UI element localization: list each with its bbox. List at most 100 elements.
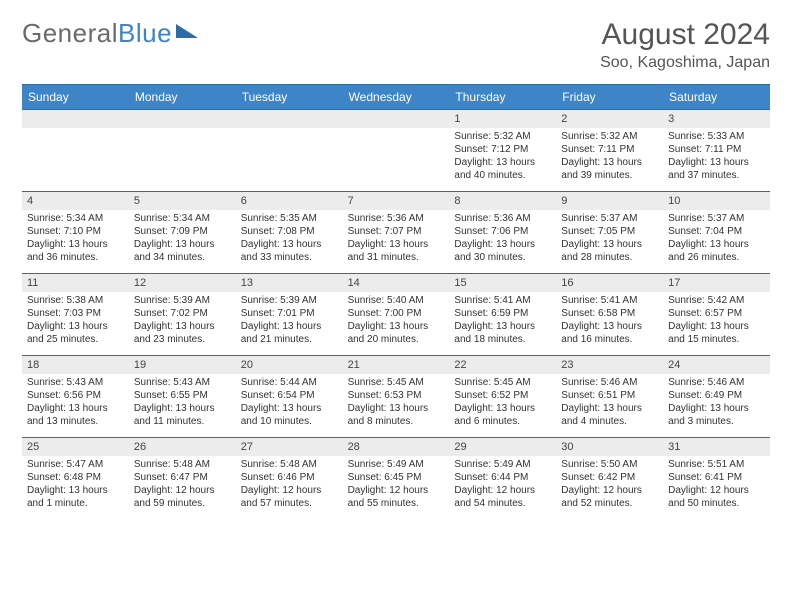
- day-body: Sunrise: 5:44 AMSunset: 6:54 PMDaylight:…: [236, 374, 343, 432]
- day-body: Sunrise: 5:45 AMSunset: 6:52 PMDaylight:…: [449, 374, 556, 432]
- daylight-line: Daylight: 13 hours and 6 minutes.: [454, 402, 551, 428]
- empty-cell: [236, 109, 343, 191]
- day-cell: 30Sunrise: 5:50 AMSunset: 6:42 PMDayligh…: [556, 437, 663, 519]
- weekday-header: Friday: [556, 85, 663, 109]
- day-body: Sunrise: 5:48 AMSunset: 6:46 PMDaylight:…: [236, 456, 343, 514]
- sunset-line: Sunset: 7:07 PM: [348, 225, 445, 238]
- day-body: Sunrise: 5:32 AMSunset: 7:11 PMDaylight:…: [556, 128, 663, 186]
- day-body: Sunrise: 5:32 AMSunset: 7:12 PMDaylight:…: [449, 128, 556, 186]
- sunset-line: Sunset: 7:01 PM: [241, 307, 338, 320]
- daylight-line: Daylight: 13 hours and 34 minutes.: [134, 238, 231, 264]
- day-number: 8: [449, 192, 556, 210]
- day-number: 23: [556, 356, 663, 374]
- day-cell: 31Sunrise: 5:51 AMSunset: 6:41 PMDayligh…: [663, 437, 770, 519]
- day-number: 21: [343, 356, 450, 374]
- day-body: Sunrise: 5:50 AMSunset: 6:42 PMDaylight:…: [556, 456, 663, 514]
- daylight-line: Daylight: 13 hours and 30 minutes.: [454, 238, 551, 264]
- sunset-line: Sunset: 6:52 PM: [454, 389, 551, 402]
- day-number: 15: [449, 274, 556, 292]
- weekday-header: Monday: [129, 85, 236, 109]
- day-body: Sunrise: 5:36 AMSunset: 7:07 PMDaylight:…: [343, 210, 450, 268]
- daylight-line: Daylight: 13 hours and 18 minutes.: [454, 320, 551, 346]
- daylight-line: Daylight: 13 hours and 23 minutes.: [134, 320, 231, 346]
- daylight-line: Daylight: 13 hours and 25 minutes.: [27, 320, 124, 346]
- sunset-line: Sunset: 6:47 PM: [134, 471, 231, 484]
- sunset-line: Sunset: 7:09 PM: [134, 225, 231, 238]
- daylight-line: Daylight: 13 hours and 8 minutes.: [348, 402, 445, 428]
- sunset-line: Sunset: 7:10 PM: [27, 225, 124, 238]
- sunset-line: Sunset: 6:45 PM: [348, 471, 445, 484]
- location-subtitle: Soo, Kagoshima, Japan: [600, 54, 770, 72]
- sunset-line: Sunset: 6:58 PM: [561, 307, 658, 320]
- sunrise-line: Sunrise: 5:45 AM: [348, 376, 445, 389]
- day-body: Sunrise: 5:36 AMSunset: 7:06 PMDaylight:…: [449, 210, 556, 268]
- daylight-line: Daylight: 12 hours and 54 minutes.: [454, 484, 551, 510]
- sunrise-line: Sunrise: 5:38 AM: [27, 294, 124, 307]
- day-cell: 27Sunrise: 5:48 AMSunset: 6:46 PMDayligh…: [236, 437, 343, 519]
- empty-cell: [22, 109, 129, 191]
- daylight-line: Daylight: 13 hours and 36 minutes.: [27, 238, 124, 264]
- daylight-line: Daylight: 13 hours and 26 minutes.: [668, 238, 765, 264]
- day-number: 24: [663, 356, 770, 374]
- day-body: Sunrise: 5:34 AMSunset: 7:10 PMDaylight:…: [22, 210, 129, 268]
- sunset-line: Sunset: 7:05 PM: [561, 225, 658, 238]
- day-number: 6: [236, 192, 343, 210]
- sunset-line: Sunset: 7:04 PM: [668, 225, 765, 238]
- day-number: [129, 110, 236, 128]
- day-cell: 16Sunrise: 5:41 AMSunset: 6:58 PMDayligh…: [556, 273, 663, 355]
- day-body: Sunrise: 5:49 AMSunset: 6:45 PMDaylight:…: [343, 456, 450, 514]
- day-body: Sunrise: 5:45 AMSunset: 6:53 PMDaylight:…: [343, 374, 450, 432]
- sunrise-line: Sunrise: 5:36 AM: [454, 212, 551, 225]
- day-cell: 15Sunrise: 5:41 AMSunset: 6:59 PMDayligh…: [449, 273, 556, 355]
- day-number: 12: [129, 274, 236, 292]
- daylight-line: Daylight: 12 hours and 52 minutes.: [561, 484, 658, 510]
- sunrise-line: Sunrise: 5:46 AM: [668, 376, 765, 389]
- day-number: 18: [22, 356, 129, 374]
- daylight-line: Daylight: 13 hours and 4 minutes.: [561, 402, 658, 428]
- sunrise-line: Sunrise: 5:51 AM: [668, 458, 765, 471]
- day-cell: 9Sunrise: 5:37 AMSunset: 7:05 PMDaylight…: [556, 191, 663, 273]
- daylight-line: Daylight: 12 hours and 57 minutes.: [241, 484, 338, 510]
- brand-part2: Blue: [118, 18, 172, 49]
- sunset-line: Sunset: 7:00 PM: [348, 307, 445, 320]
- day-body: Sunrise: 5:37 AMSunset: 7:04 PMDaylight:…: [663, 210, 770, 268]
- sunrise-line: Sunrise: 5:41 AM: [561, 294, 658, 307]
- daylight-line: Daylight: 13 hours and 28 minutes.: [561, 238, 658, 264]
- day-cell: 18Sunrise: 5:43 AMSunset: 6:56 PMDayligh…: [22, 355, 129, 437]
- sunset-line: Sunset: 6:49 PM: [668, 389, 765, 402]
- sunrise-line: Sunrise: 5:36 AM: [348, 212, 445, 225]
- day-cell: 29Sunrise: 5:49 AMSunset: 6:44 PMDayligh…: [449, 437, 556, 519]
- sunset-line: Sunset: 7:02 PM: [134, 307, 231, 320]
- day-number: 9: [556, 192, 663, 210]
- daylight-line: Daylight: 13 hours and 21 minutes.: [241, 320, 338, 346]
- daylight-line: Daylight: 13 hours and 33 minutes.: [241, 238, 338, 264]
- day-number: [22, 110, 129, 128]
- day-body: Sunrise: 5:41 AMSunset: 6:59 PMDaylight:…: [449, 292, 556, 350]
- daylight-line: Daylight: 13 hours and 20 minutes.: [348, 320, 445, 346]
- day-number: 1: [449, 110, 556, 128]
- sunset-line: Sunset: 7:03 PM: [27, 307, 124, 320]
- day-body: Sunrise: 5:41 AMSunset: 6:58 PMDaylight:…: [556, 292, 663, 350]
- day-body: Sunrise: 5:47 AMSunset: 6:48 PMDaylight:…: [22, 456, 129, 514]
- daylight-line: Daylight: 13 hours and 3 minutes.: [668, 402, 765, 428]
- day-cell: 20Sunrise: 5:44 AMSunset: 6:54 PMDayligh…: [236, 355, 343, 437]
- sunrise-line: Sunrise: 5:33 AM: [668, 130, 765, 143]
- sunrise-line: Sunrise: 5:39 AM: [134, 294, 231, 307]
- title-block: August 2024 Soo, Kagoshima, Japan: [600, 18, 770, 72]
- sunset-line: Sunset: 7:06 PM: [454, 225, 551, 238]
- daylight-line: Daylight: 12 hours and 55 minutes.: [348, 484, 445, 510]
- day-number: 7: [343, 192, 450, 210]
- sunrise-line: Sunrise: 5:47 AM: [27, 458, 124, 471]
- sunrise-line: Sunrise: 5:40 AM: [348, 294, 445, 307]
- sunrise-line: Sunrise: 5:44 AM: [241, 376, 338, 389]
- day-number: 20: [236, 356, 343, 374]
- sunset-line: Sunset: 6:46 PM: [241, 471, 338, 484]
- page-header: GeneralBlue August 2024 Soo, Kagoshima, …: [22, 18, 770, 72]
- day-number: 27: [236, 438, 343, 456]
- weekday-header: Wednesday: [343, 85, 450, 109]
- day-cell: 2Sunrise: 5:32 AMSunset: 7:11 PMDaylight…: [556, 109, 663, 191]
- sunrise-line: Sunrise: 5:41 AM: [454, 294, 551, 307]
- sunset-line: Sunset: 6:59 PM: [454, 307, 551, 320]
- day-cell: 5Sunrise: 5:34 AMSunset: 7:09 PMDaylight…: [129, 191, 236, 273]
- empty-cell: [343, 109, 450, 191]
